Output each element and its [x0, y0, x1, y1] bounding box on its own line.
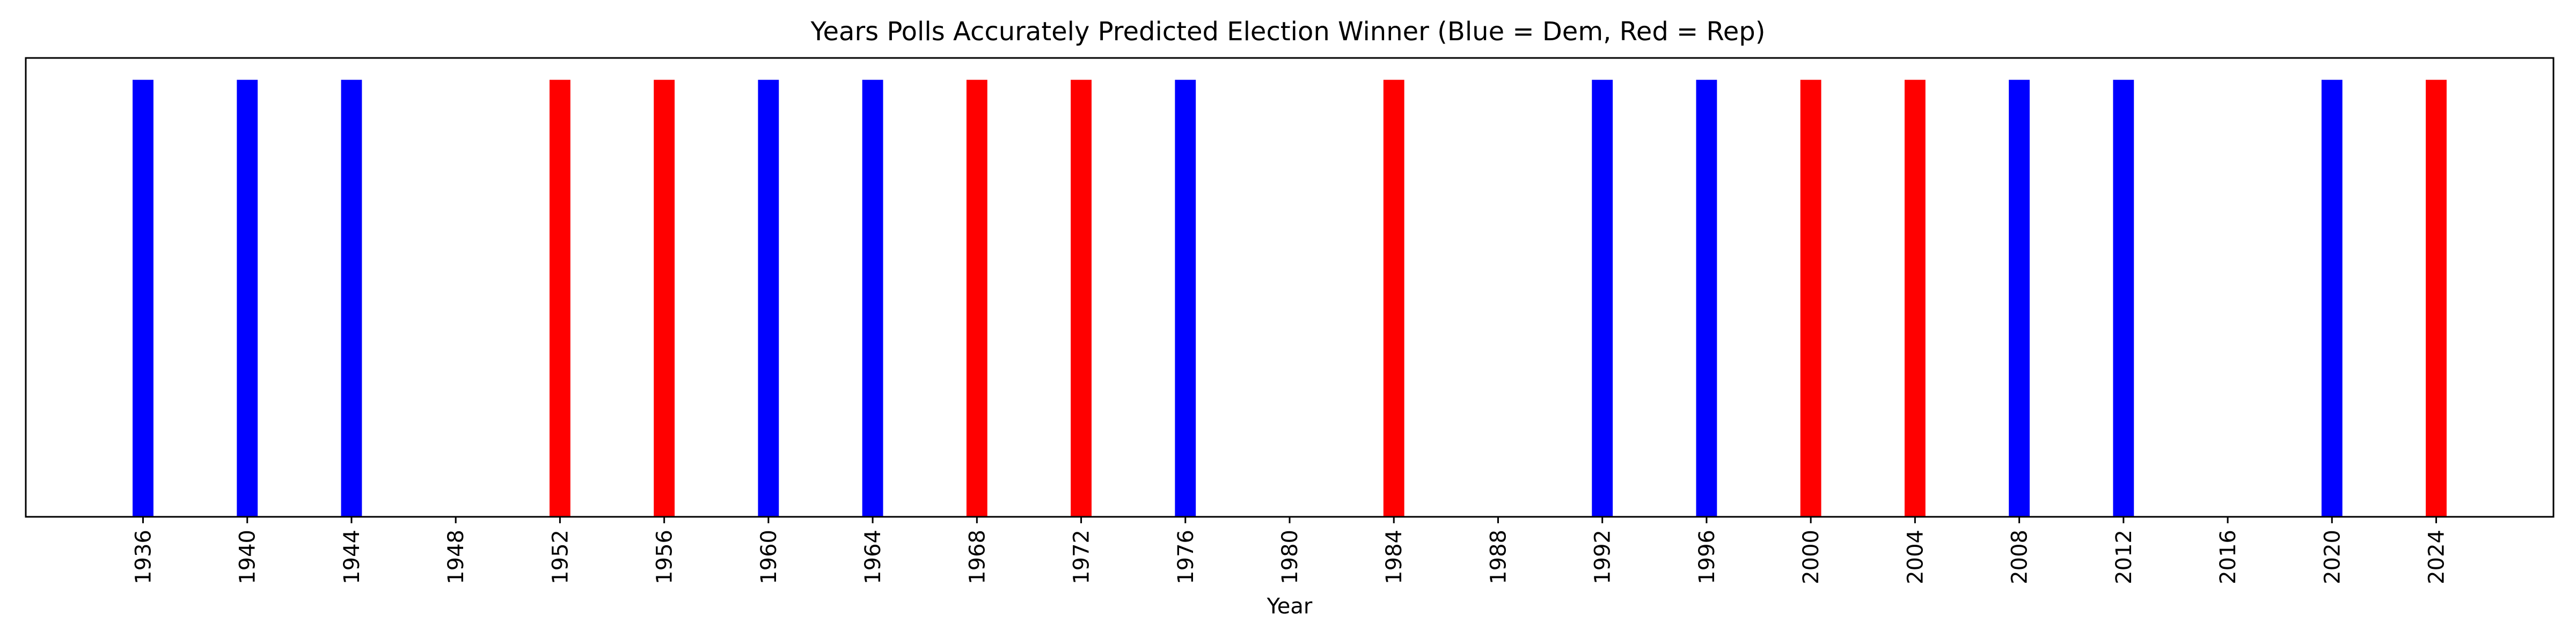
x-tick-label-2024: 2024: [2424, 530, 2449, 584]
x-tick-label-1948: 1948: [444, 530, 469, 584]
bar-1952: [549, 79, 570, 517]
x-tick-label-1956: 1956: [653, 530, 677, 584]
bar-1968: [966, 79, 987, 517]
x-tick-label-1976: 1976: [1174, 530, 1198, 584]
x-tick-label-1944: 1944: [340, 530, 364, 584]
bar-1996: [1696, 79, 1717, 517]
bar-1992: [1592, 79, 1613, 517]
bar-1972: [1071, 79, 1092, 517]
x-axis-label: Year: [1267, 594, 1313, 619]
x-tick-label-1996: 1996: [1695, 530, 1719, 584]
bar-1976: [1175, 79, 1196, 517]
x-tick-label-1952: 1952: [548, 530, 573, 584]
bars-layer: [133, 79, 2447, 517]
bar-1960: [758, 79, 779, 517]
x-tick-label-1984: 1984: [1382, 530, 1407, 584]
chart-title: Years Polls Accurately Predicted Electio…: [810, 17, 1766, 47]
x-tick-label-2016: 2016: [2216, 530, 2241, 584]
x-tick-label-2008: 2008: [2008, 530, 2032, 584]
bar-1984: [1383, 79, 1404, 517]
bar-2004: [1904, 79, 1926, 517]
bar-1936: [133, 79, 153, 517]
x-tick-label-2004: 2004: [1903, 530, 1928, 584]
bar-2020: [2321, 79, 2343, 517]
x-tick-label-1968: 1968: [965, 530, 990, 584]
bar-2024: [2426, 79, 2447, 517]
x-tick-label-2012: 2012: [2112, 530, 2136, 584]
bar-2012: [2113, 79, 2134, 517]
plot-frame: [25, 57, 2555, 518]
bar-1940: [237, 79, 258, 517]
x-tick-label-2000: 2000: [1799, 530, 1824, 584]
x-tick-label-1964: 1964: [861, 530, 885, 584]
x-tick-label-1960: 1960: [757, 530, 781, 584]
x-tick-label-2020: 2020: [2320, 530, 2345, 584]
bar-1956: [654, 79, 675, 517]
bar-1944: [341, 79, 362, 517]
x-tick-label-1940: 1940: [236, 530, 260, 584]
bar-2000: [1800, 79, 1821, 517]
x-tick-label-1936: 1936: [131, 530, 156, 584]
x-tick-label-1972: 1972: [1070, 530, 1094, 584]
bar-1964: [862, 79, 883, 517]
x-tick-label-1988: 1988: [1486, 530, 1511, 584]
x-tick-label-1992: 1992: [1591, 530, 1615, 584]
x-ticks: 1936 1940 1944 1948 1952 1956 1960 1964 1968 1972…: [131, 517, 2449, 584]
x-tick-label-1980: 1980: [1278, 530, 1302, 584]
bar-2008: [2009, 79, 2030, 517]
